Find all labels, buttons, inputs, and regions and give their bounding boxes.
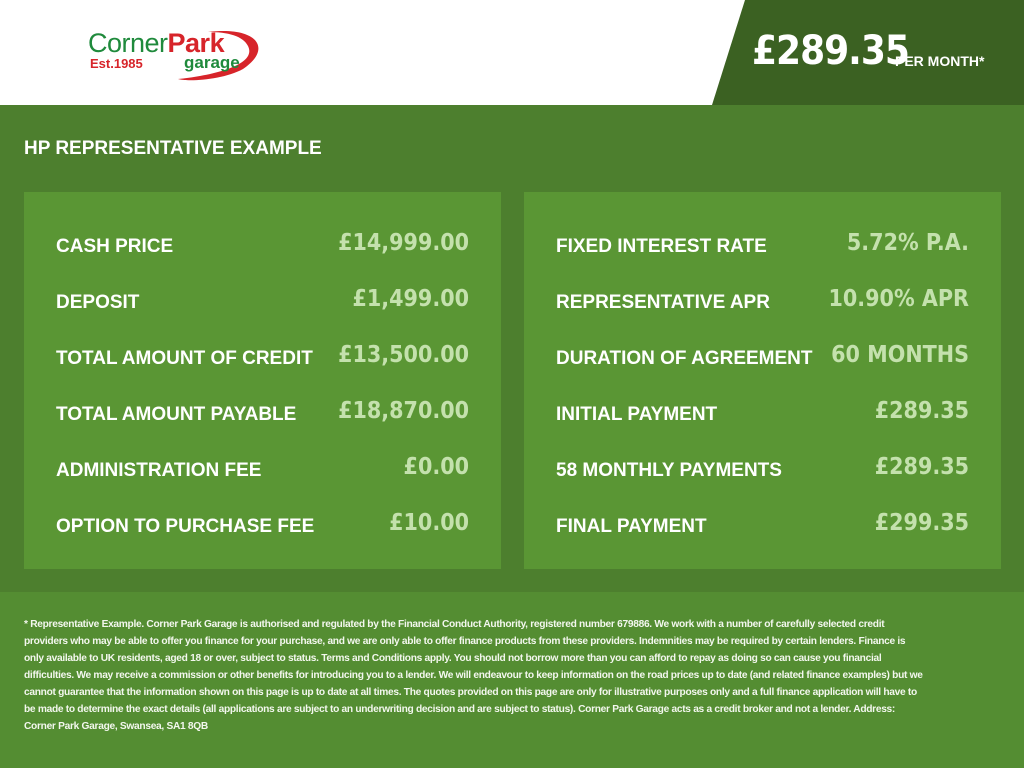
finance-label: TOTAL AMOUNT OF CREDIT [56,348,313,369]
finance-label: CASH PRICE [56,236,174,257]
finance-row: 58 MONTHLY PAYMENTS £289.35 [556,454,969,484]
finance-label: FINAL PAYMENT [556,516,707,537]
finance-value: £289.35 [874,398,969,424]
per-month-label: PER MONTH* [895,53,985,69]
finance-value: 10.90% APR [828,286,970,312]
finance-row: CASH PRICE £14,999.00 [56,230,469,260]
finance-label: ADMINISTRATION FEE [56,460,262,481]
finance-value: £18,870.00 [338,398,469,424]
finance-label: INITIAL PAYMENT [556,404,718,425]
monthly-price: £289.35 [752,28,910,74]
finance-value: £0.00 [403,454,469,480]
section-title: HP REPRESENTATIVE EXAMPLE [24,138,322,159]
finance-row: DEPOSIT £1,499.00 [56,286,469,316]
finance-value: £10.00 [389,510,469,536]
finance-row: TOTAL AMOUNT OF CREDIT £13,500.00 [56,342,469,372]
logo-name: CornerPark [88,28,225,58]
price-band [712,0,1024,105]
finance-row: INITIAL PAYMENT £289.35 [556,398,969,428]
finance-row: FIXED INTEREST RATE 5.72% P.A. [556,230,969,260]
finance-value: £13,500.00 [338,342,469,368]
finance-row: REPRESENTATIVE APR 10.90% APR [556,286,969,316]
logo-sub: garage [184,53,240,72]
finance-label: FIXED INTEREST RATE [556,236,767,257]
footer [0,592,1024,768]
finance-value: £1,499.00 [352,286,469,312]
finance-label: OPTION TO PURCHASE FEE [56,516,315,537]
logo-swoosh-icon [178,31,259,81]
finance-label: TOTAL AMOUNT PAYABLE [56,404,297,425]
finance-panel-right: FIXED INTEREST RATE 5.72% P.A. REPRESENTAT… [524,192,1001,569]
finance-row: ADMINISTRATION FEE £0.00 [56,454,469,484]
finance-label: REPRESENTATIVE APR [556,292,770,313]
finance-panel-left: CASH PRICE £14,999.00 DEPOSIT £1,499.00 TOTA… [24,192,501,569]
finance-row: OPTION TO PURCHASE FEE £10.00 [56,510,469,540]
disclaimer: * Representative Example. Corner Park Ga… [24,619,923,732]
finance-value: £14,999.00 [338,230,469,256]
finance-row: DURATION OF AGREEMENT 60 MONTHS [556,342,969,372]
finance-label: DEPOSIT [56,292,140,313]
logo: CornerPark Est.1985 garage [88,24,268,84]
finance-label: 58 MONTHLY PAYMENTS [556,460,782,481]
finance-row: FINAL PAYMENT £299.35 [556,510,969,540]
finance-label: DURATION OF AGREEMENT [556,348,813,369]
finance-value: £299.35 [874,510,969,536]
finance-row: TOTAL AMOUNT PAYABLE £18,870.00 [56,398,469,428]
finance-value: 5.72% P.A. [846,230,969,256]
finance-value: 60 MONTHS [831,342,969,368]
finance-value: £289.35 [874,454,969,480]
logo-est: Est.1985 [90,56,143,71]
